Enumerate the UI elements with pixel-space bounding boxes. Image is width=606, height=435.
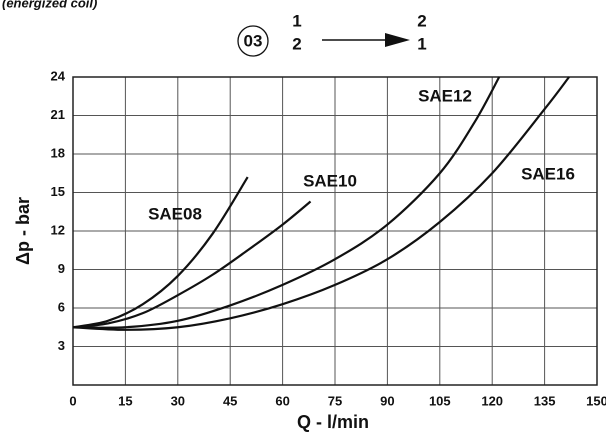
x-tick-label: 0 — [69, 393, 76, 408]
series-label: SAE16 — [521, 164, 575, 183]
y-tick-label: 9 — [58, 261, 65, 276]
plot-frame — [72, 76, 598, 386]
y-tick-label: 24 — [51, 68, 66, 83]
y-tick-label: 3 — [58, 338, 65, 353]
x-axis-label: Q - l/min — [297, 412, 369, 432]
x-tick-label: 150 — [586, 393, 606, 408]
x-tick-label: 120 — [481, 393, 503, 408]
circle-label: 03 — [244, 31, 263, 50]
x-tick-label: 135 — [534, 393, 556, 408]
port-to: 2 — [417, 11, 426, 30]
x-tick-label: 105 — [429, 393, 451, 408]
y-tick-label: 6 — [58, 299, 65, 314]
port-to: 1 — [417, 34, 426, 53]
x-tick-label: 90 — [380, 393, 394, 408]
x-tick-label: 60 — [275, 393, 289, 408]
curve — [72, 176, 249, 329]
x-tick-label: 75 — [328, 393, 342, 408]
y-axis-label: Δp - bar — [13, 197, 33, 265]
y-tick-label: 15 — [51, 184, 65, 199]
y-tick-label: 12 — [51, 222, 65, 237]
curve — [72, 76, 570, 331]
x-tick-label: 30 — [171, 393, 185, 408]
series-label: SAE12 — [418, 86, 472, 105]
x-tick-label: 45 — [223, 393, 237, 408]
port-from: 2 — [292, 34, 301, 53]
series-label: SAE08 — [148, 204, 202, 223]
arrow-head — [385, 33, 410, 47]
series-label: SAE10 — [303, 171, 357, 190]
port-from: 1 — [292, 11, 301, 30]
curve — [72, 76, 501, 329]
circle — [237, 25, 269, 57]
y-tick-label: 18 — [51, 145, 65, 160]
x-tick-label: 15 — [118, 393, 132, 408]
chart-title: (energized coil) — [2, 0, 97, 10]
curve — [72, 200, 312, 329]
y-tick-label: 21 — [51, 107, 65, 122]
